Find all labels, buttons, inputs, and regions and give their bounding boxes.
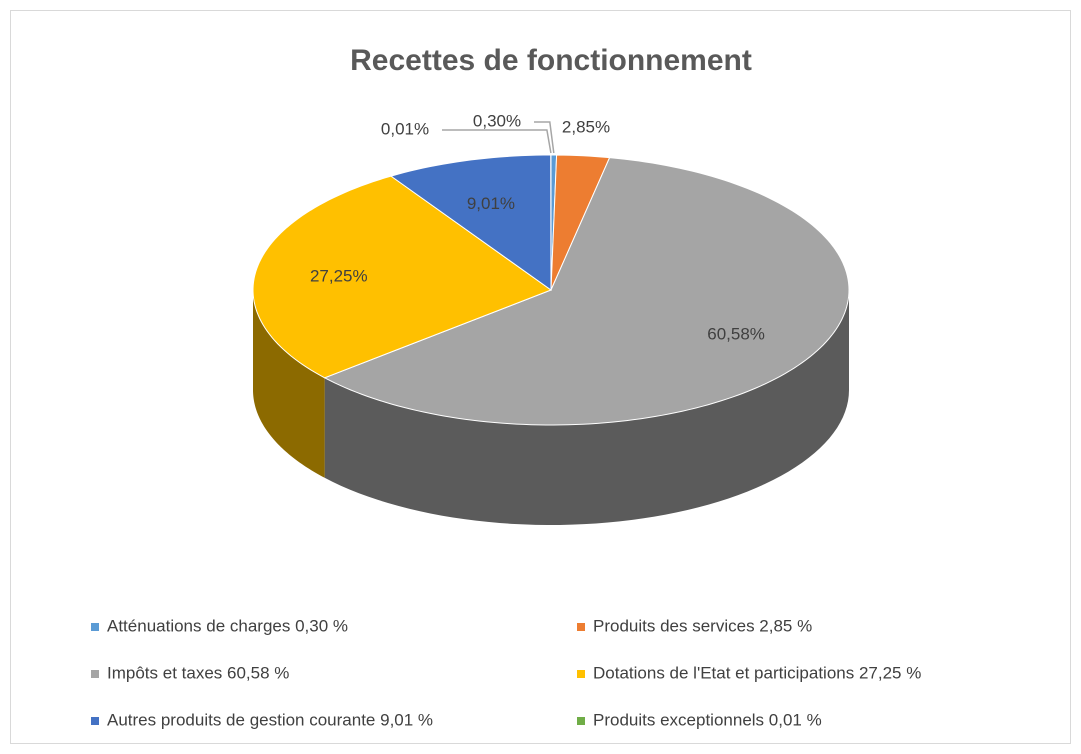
- slice: [323, 157, 850, 426]
- slice: [252, 175, 553, 379]
- legend-label: Atténuations de charges 0,30 %: [107, 616, 348, 635]
- legend-marker: [577, 717, 585, 725]
- leader-line: [534, 121, 555, 154]
- chart-title: Recettes de fonctionnement: [350, 44, 752, 77]
- slice-side: [324, 290, 849, 525]
- legend-marker: [577, 670, 585, 678]
- legend-label: Autres produits de gestion courante 9,01…: [107, 710, 433, 729]
- legend-label: Produits des services 2,85 %: [593, 616, 812, 635]
- legend-label: Dotations de l'Etat et participations 27…: [593, 663, 921, 682]
- legend-label: Impôts et taxes 60,58 %: [107, 663, 289, 682]
- legend-marker: [577, 623, 585, 631]
- data-label: 27,25%: [310, 266, 368, 285]
- data-label: 60,58%: [707, 325, 765, 344]
- leader-line: [442, 129, 552, 154]
- data-label: 2,85%: [562, 117, 610, 136]
- legend-marker: [91, 717, 99, 725]
- slice: [389, 154, 552, 291]
- data-label: 0,01%: [381, 119, 429, 138]
- legend-marker: [91, 623, 99, 631]
- slice-side: [253, 290, 325, 478]
- legend-label: Produits exceptionnels 0,01 %: [593, 710, 822, 729]
- legend-marker: [91, 670, 99, 678]
- data-label: 0,30%: [473, 111, 521, 130]
- data-label: 9,01%: [467, 194, 515, 213]
